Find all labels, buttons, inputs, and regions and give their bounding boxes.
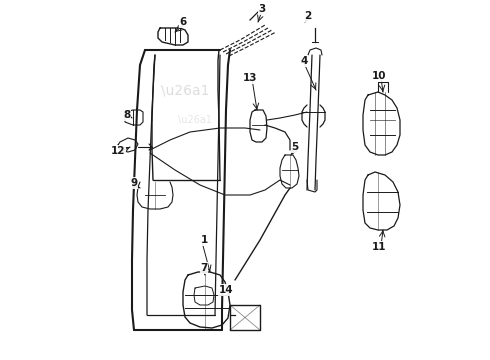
Text: 2: 2 — [304, 11, 312, 21]
Text: 5: 5 — [292, 142, 298, 152]
Text: 4: 4 — [300, 56, 308, 66]
Text: \u26a1: \u26a1 — [161, 83, 209, 97]
Text: 13: 13 — [243, 73, 257, 83]
Text: 10: 10 — [372, 71, 386, 81]
Text: 3: 3 — [258, 4, 266, 14]
Text: 9: 9 — [130, 178, 138, 188]
Text: 8: 8 — [123, 110, 131, 120]
Text: \u26a1: \u26a1 — [178, 115, 212, 125]
Text: 12: 12 — [111, 146, 125, 156]
Text: 7: 7 — [200, 263, 208, 273]
Text: 1: 1 — [200, 235, 208, 245]
Text: 14: 14 — [219, 285, 233, 295]
Text: 6: 6 — [179, 17, 187, 27]
Text: 11: 11 — [372, 242, 386, 252]
